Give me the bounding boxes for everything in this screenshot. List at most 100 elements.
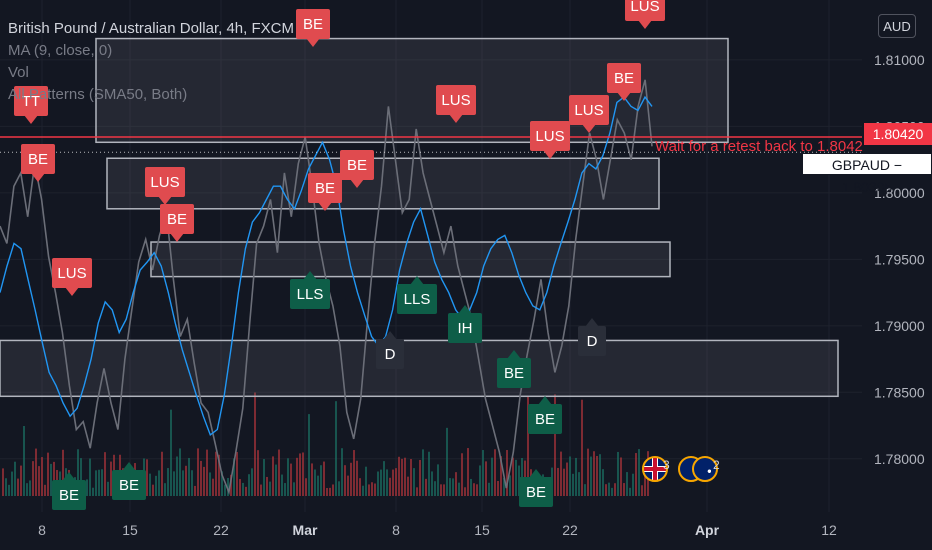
label-box — [160, 204, 194, 234]
volume-bar — [638, 449, 640, 496]
pattern-label: LLS — [397, 276, 437, 314]
label-box — [528, 404, 562, 434]
volume-bar — [554, 394, 556, 496]
au-flag-icon[interactable] — [692, 456, 718, 482]
legend-volume[interactable]: Vol — [8, 64, 29, 81]
volume-bar — [227, 477, 229, 496]
volume-bar — [110, 461, 112, 496]
pattern-label: LUS — [52, 258, 92, 296]
volume-bar — [383, 461, 385, 496]
pattern-labels: BE TT BE LUS LUS BE BE BE LUS LUS LUS BE LUS LLS LLS IH… — [14, 0, 665, 510]
uk-flag-icon[interactable] — [642, 456, 668, 482]
label-box — [530, 121, 570, 151]
label-pointer — [410, 276, 424, 285]
volume-bar — [179, 448, 181, 496]
chart-grid — [0, 0, 862, 512]
volume-bar — [413, 468, 415, 496]
volume-bar — [92, 487, 94, 496]
label-pointer — [31, 173, 45, 182]
volume-bar — [275, 464, 277, 496]
pattern-label: BE — [52, 472, 86, 510]
label-text: LUS — [57, 265, 86, 282]
volume-bar — [467, 448, 469, 496]
symbol-price-tag: GBPAUD − 1.80305 — [802, 153, 932, 195]
volume-bar — [281, 474, 283, 496]
volume-bar — [158, 470, 160, 496]
label-text: LUS — [574, 102, 603, 119]
volume-bar — [26, 483, 28, 496]
volume-bar — [344, 465, 346, 496]
x-tick-label: Mar — [293, 522, 318, 538]
volume-bar — [167, 468, 169, 496]
volume-bar — [164, 483, 166, 496]
volume-bar — [47, 452, 49, 496]
pattern-label: LUS — [145, 167, 185, 205]
volume-bar — [422, 449, 424, 496]
x-tick-label: 15 — [122, 522, 138, 538]
volume-bar — [572, 473, 574, 496]
label-box — [448, 313, 482, 343]
volume-bar — [470, 478, 472, 496]
volume-bar — [419, 459, 421, 496]
volume-bar — [353, 450, 355, 496]
label-box — [569, 95, 609, 125]
volume-bar — [152, 484, 154, 496]
x-tick-label: 12 — [821, 522, 837, 538]
volume-bar — [269, 481, 271, 496]
volume-bar — [614, 483, 616, 496]
volume-bar — [305, 478, 307, 496]
pattern-label: BE — [519, 469, 553, 507]
volume-bar — [194, 485, 196, 496]
volume-bar — [437, 464, 439, 496]
currency-button[interactable]: AUD — [878, 14, 916, 38]
volume-bar — [299, 453, 301, 496]
volume-bar — [566, 462, 568, 496]
volume-bar — [155, 475, 157, 496]
volume-bar — [146, 459, 148, 496]
volume-bar — [599, 454, 601, 496]
volume-bar — [272, 456, 274, 496]
label-text: BE — [504, 365, 524, 382]
label-text: IH — [458, 320, 473, 337]
label-box — [21, 144, 55, 174]
volume-bar — [77, 449, 79, 496]
volume-bar — [233, 458, 235, 496]
legend-ma[interactable]: MA (9, close, 0) — [8, 42, 113, 59]
volume-bar — [326, 487, 328, 496]
volume-bar — [242, 482, 244, 496]
volume-bar — [41, 457, 43, 496]
label-box — [308, 173, 342, 203]
volume-bar — [230, 474, 232, 496]
event-count: 2 — [713, 458, 720, 472]
volume-bar — [86, 479, 88, 496]
volume-bar — [176, 456, 178, 496]
volume-bar — [35, 448, 37, 496]
volume-bar — [323, 461, 325, 496]
volume-bar — [197, 448, 199, 496]
volume-bar — [173, 471, 175, 496]
volume-bar — [611, 487, 613, 496]
y-tick-label: 1.81000 — [874, 52, 925, 68]
x-tick-label: 22 — [213, 522, 229, 538]
chart-legend: British Pound / Australian Dollar, 4h, F… — [8, 18, 294, 106]
volume-bar — [89, 458, 91, 496]
volume-bar — [260, 484, 262, 496]
volume-bar — [11, 471, 13, 496]
volume-bar — [392, 469, 394, 496]
pattern-label: LUS — [625, 0, 665, 29]
label-text: LUS — [630, 0, 659, 15]
alert-annotation: Wait for a retest back to 1.8042 — [655, 138, 863, 155]
volume-bar — [62, 449, 64, 496]
volume-bar — [608, 482, 610, 496]
sr-zone — [150, 241, 671, 278]
ma-line — [0, 95, 653, 437]
volume-bar — [557, 467, 559, 496]
label-text: BE — [28, 151, 48, 168]
volume-bar — [407, 476, 409, 496]
volume-bar — [602, 469, 604, 496]
legend-all-patterns[interactable]: All Patterns (SMA50, Both) — [8, 86, 188, 103]
label-box — [519, 477, 553, 507]
volume-bar — [23, 425, 25, 496]
volume-bar — [200, 460, 202, 496]
